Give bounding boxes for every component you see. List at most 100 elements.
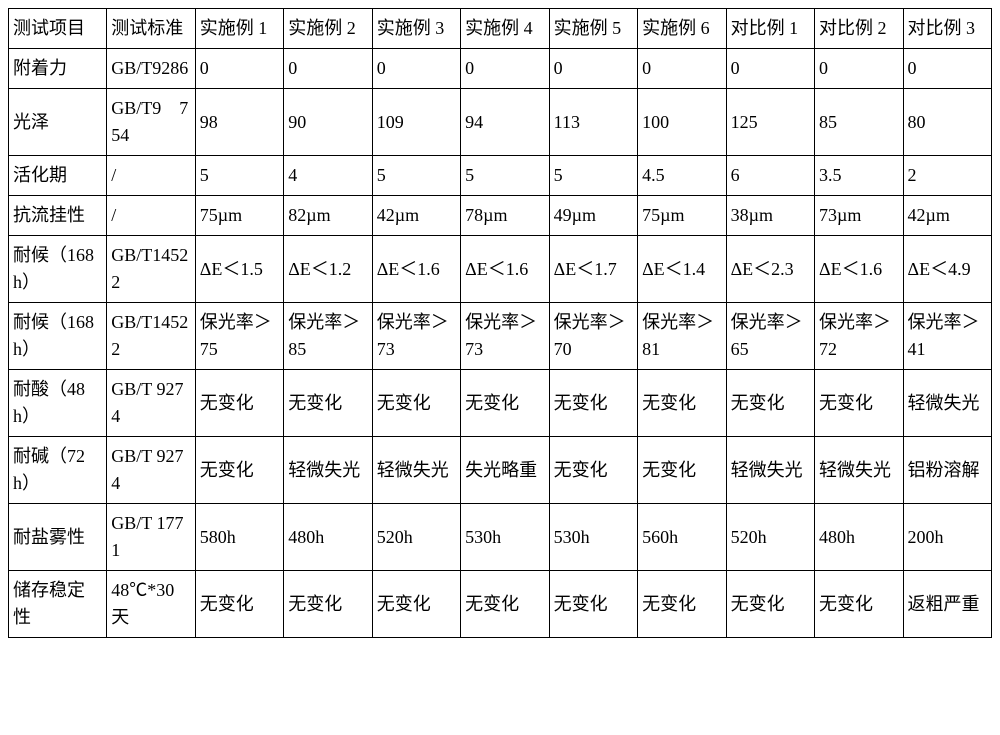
standard-cell: / <box>107 156 195 196</box>
value-cell: 0 <box>638 49 726 89</box>
value-cell: 49µm <box>549 196 637 236</box>
col-header: 实施例 6 <box>638 9 726 49</box>
table-row: 耐盐雾性GB/T 1771580h480h520h530h530h560h520… <box>9 504 992 571</box>
value-cell: ΔE＜1.2 <box>284 236 372 303</box>
table-row: 活化期/545554.563.52 <box>9 156 992 196</box>
row-label-cell: 耐候（168h） <box>9 303 107 370</box>
value-cell: 保光率＞81 <box>638 303 726 370</box>
value-cell: 480h <box>284 504 372 571</box>
value-cell: 保光率＞73 <box>461 303 549 370</box>
value-cell: 94 <box>461 89 549 156</box>
value-cell: 无变化 <box>284 571 372 638</box>
value-cell: 无变化 <box>726 370 814 437</box>
standard-cell: GB/T9 754 <box>107 89 195 156</box>
value-cell: 4.5 <box>638 156 726 196</box>
value-cell: 保光率＞85 <box>284 303 372 370</box>
value-cell: 保光率＞70 <box>549 303 637 370</box>
value-cell: 铝粉溶解 <box>903 437 991 504</box>
table-row: 耐碱（72h）GB/T 9274无变化轻微失光轻微失光失光略重无变化无变化轻微失… <box>9 437 992 504</box>
col-header: 实施例 4 <box>461 9 549 49</box>
value-cell: 保光率＞65 <box>726 303 814 370</box>
row-label-cell: 活化期 <box>9 156 107 196</box>
table-row: 抗流挂性/75µm82µm42µm78µm49µm75µm38µm73µm42µ… <box>9 196 992 236</box>
value-cell: 480h <box>815 504 903 571</box>
value-cell: 6 <box>726 156 814 196</box>
value-cell: 3.5 <box>815 156 903 196</box>
value-cell: 返粗严重 <box>903 571 991 638</box>
table-row: 耐酸（48h）GB/T 9274无变化无变化无变化无变化无变化无变化无变化无变化… <box>9 370 992 437</box>
value-cell: 530h <box>549 504 637 571</box>
value-cell: ΔE＜1.6 <box>815 236 903 303</box>
value-cell: 无变化 <box>461 370 549 437</box>
value-cell: 无变化 <box>461 571 549 638</box>
table-row: 附着力GB/T9286000000000 <box>9 49 992 89</box>
row-label-cell: 耐候（168h） <box>9 236 107 303</box>
value-cell: 78µm <box>461 196 549 236</box>
value-cell: 无变化 <box>372 370 460 437</box>
value-cell: 98 <box>195 89 283 156</box>
value-cell: 0 <box>372 49 460 89</box>
value-cell: 轻微失光 <box>726 437 814 504</box>
row-label-cell: 耐盐雾性 <box>9 504 107 571</box>
value-cell: 109 <box>372 89 460 156</box>
col-header: 对比例 1 <box>726 9 814 49</box>
value-cell: 无变化 <box>195 437 283 504</box>
row-label-cell: 储存稳定性 <box>9 571 107 638</box>
value-cell: 无变化 <box>549 437 637 504</box>
value-cell: 520h <box>372 504 460 571</box>
standard-cell: GB/T9286 <box>107 49 195 89</box>
row-label-cell: 耐酸（48h） <box>9 370 107 437</box>
value-cell: 113 <box>549 89 637 156</box>
value-cell: 保光率＞41 <box>903 303 991 370</box>
table-row: 光泽GB/T9 7549890109941131001258580 <box>9 89 992 156</box>
value-cell: 轻微失光 <box>815 437 903 504</box>
value-cell: 4 <box>284 156 372 196</box>
col-header: 实施例 1 <box>195 9 283 49</box>
value-cell: 75µm <box>638 196 726 236</box>
table-header-row: 测试项目 测试标准 实施例 1 实施例 2 实施例 3 实施例 4 实施例 5 … <box>9 9 992 49</box>
col-header: 测试项目 <box>9 9 107 49</box>
col-header: 对比例 2 <box>815 9 903 49</box>
value-cell: 保光率＞75 <box>195 303 283 370</box>
standard-cell: 48℃*30 天 <box>107 571 195 638</box>
value-cell: 200h <box>903 504 991 571</box>
table-row: 耐候（168h）GB/T14522保光率＞75保光率＞85保光率＞73保光率＞7… <box>9 303 992 370</box>
value-cell: 100 <box>638 89 726 156</box>
col-header: 实施例 3 <box>372 9 460 49</box>
value-cell: 轻微失光 <box>372 437 460 504</box>
row-label-cell: 耐碱（72h） <box>9 437 107 504</box>
value-cell: 无变化 <box>372 571 460 638</box>
value-cell: 520h <box>726 504 814 571</box>
value-cell: 保光率＞73 <box>372 303 460 370</box>
row-label-cell: 附着力 <box>9 49 107 89</box>
value-cell: 轻微失光 <box>903 370 991 437</box>
value-cell: 轻微失光 <box>284 437 372 504</box>
value-cell: 90 <box>284 89 372 156</box>
value-cell: 73µm <box>815 196 903 236</box>
value-cell: 560h <box>638 504 726 571</box>
value-cell: 无变化 <box>638 571 726 638</box>
table-body: 附着力GB/T9286000000000光泽GB/T9 754989010994… <box>9 49 992 638</box>
value-cell: 无变化 <box>815 571 903 638</box>
value-cell: ΔE＜2.3 <box>726 236 814 303</box>
value-cell: 0 <box>726 49 814 89</box>
value-cell: 0 <box>284 49 372 89</box>
value-cell: 530h <box>461 504 549 571</box>
value-cell: ΔE＜4.9 <box>903 236 991 303</box>
value-cell: 38µm <box>726 196 814 236</box>
value-cell: ΔE＜1.7 <box>549 236 637 303</box>
col-header: 测试标准 <box>107 9 195 49</box>
standard-cell: GB/T 9274 <box>107 437 195 504</box>
value-cell: 0 <box>549 49 637 89</box>
value-cell: 580h <box>195 504 283 571</box>
value-cell: 失光略重 <box>461 437 549 504</box>
value-cell: 125 <box>726 89 814 156</box>
value-cell: 42µm <box>903 196 991 236</box>
standard-cell: GB/T 1771 <box>107 504 195 571</box>
table-row: 储存稳定性48℃*30 天无变化无变化无变化无变化无变化无变化无变化无变化返粗严… <box>9 571 992 638</box>
value-cell: 无变化 <box>549 571 637 638</box>
value-cell: 无变化 <box>726 571 814 638</box>
row-label-cell: 光泽 <box>9 89 107 156</box>
value-cell: 无变化 <box>284 370 372 437</box>
value-cell: 无变化 <box>815 370 903 437</box>
